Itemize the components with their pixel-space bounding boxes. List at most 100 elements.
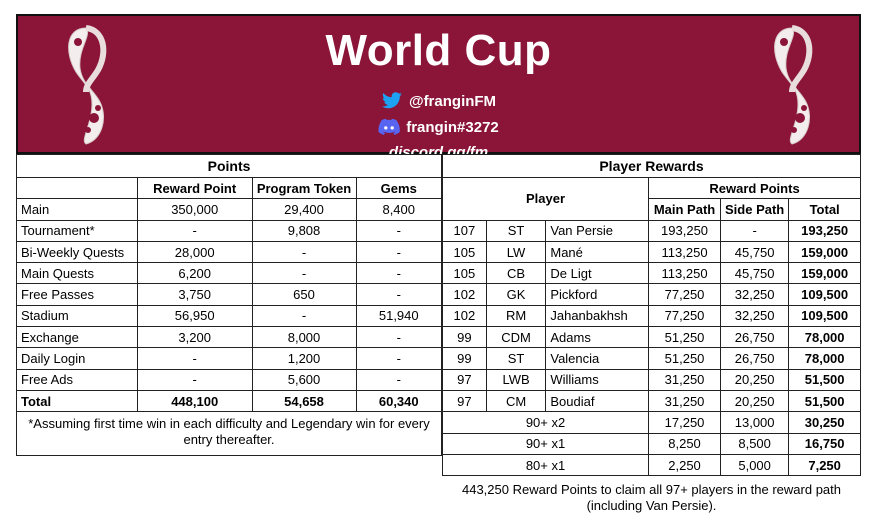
points-row-reward-point: 3,750 [136, 283, 253, 306]
rewards-header-reward-points: Reward Points [648, 176, 861, 200]
player-total: 51,500 [788, 389, 861, 413]
player-position: RM [485, 304, 547, 328]
player-row: 99 CDM Adams 51,250 26,750 78,000 [442, 326, 861, 349]
points-row: Exchange 3,200 8,000- [16, 326, 442, 349]
rewards-header-main-path: Main Path [648, 198, 722, 221]
player-main-path: 113,250 [648, 262, 722, 285]
tournament-footnote: *Assuming first time win in each difficu… [16, 411, 442, 457]
points-row-label: Main [16, 198, 138, 221]
points-row: Bi-Weekly Quests 28,000- - [16, 240, 442, 264]
points-table: Points Reward Point Program Token Gems M… [16, 154, 442, 457]
points-total-row: Total 448,100 54,658 60,340 [16, 389, 442, 413]
player-position: ST [485, 219, 547, 242]
header-banner: World Cup @franginFM frangin#3272 discor… [16, 14, 861, 161]
discord-handle-text: frangin#3272 [406, 118, 499, 136]
player-total: 78,000 [788, 347, 861, 370]
points-row-program-token: 29,400 [251, 198, 357, 221]
player-position: LW [485, 240, 547, 264]
pack-main-path: 17,250 [648, 411, 722, 434]
pack-label: 80+ x1 [441, 453, 650, 477]
player-position: LWB [485, 368, 547, 391]
player-main-path: 77,250 [648, 304, 722, 328]
points-row-program-token: 1,200 [251, 347, 357, 370]
player-rating: 97 [442, 368, 487, 391]
points-row-label: Tournament* [16, 219, 138, 242]
points-row-label: Exchange [16, 326, 138, 349]
player-rating: 97 [442, 389, 487, 413]
player-rating: 99 [442, 326, 487, 349]
world-cup-emblem-icon [68, 25, 107, 145]
player-rating: 107 [442, 219, 487, 242]
points-row: Main Quests 6,200- - [16, 262, 442, 285]
player-rating: 105 [442, 240, 487, 264]
points-row-program-token: 5,600 [251, 368, 357, 391]
player-rewards-table: Player Rewards Player Reward Points Main… [441, 154, 861, 477]
pack-side-path: 5,000 [720, 453, 790, 477]
points-row-gems: 8,400 [355, 198, 442, 221]
player-rating: 99 [442, 347, 487, 370]
points-row-reward-point: 28,000 [136, 240, 253, 264]
pack-row: 90+ x2 17,250 13,000 30,250 [441, 411, 861, 434]
player-total: 193,250 [788, 219, 861, 242]
twitter-handle-text: @franginFM [408, 92, 497, 110]
points-total-label: Total [16, 389, 138, 413]
player-total: 109,500 [788, 283, 861, 306]
player-name: Van Persie [545, 219, 650, 242]
player-row: 105 LW Mané 113,250 45,750 159,000 [442, 240, 861, 264]
points-row: Free Passes 3,750 650- [16, 283, 442, 306]
player-total: 159,000 [788, 262, 861, 285]
player-main-path: 193,250 [648, 219, 722, 242]
points-row-gems: - [355, 219, 442, 242]
points-row-gems: - [355, 262, 442, 285]
player-main-path: 77,250 [648, 283, 722, 306]
player-row: 107 ST Van Persie 193,250-193,250 [442, 219, 861, 242]
points-row-program-token: - [251, 262, 357, 285]
points-row: Main 350,000 29,400 8,400 [16, 198, 442, 221]
pack-label: 90+ x2 [441, 411, 650, 434]
points-table-title: Points [16, 154, 442, 178]
player-rating: 102 [442, 283, 487, 306]
player-side-path: 20,250 [720, 368, 790, 391]
points-header-gems: Gems [355, 176, 442, 200]
player-position: CB [485, 262, 547, 285]
discord-logo-icon [378, 118, 401, 135]
player-position: ST [485, 347, 547, 370]
pack-main-path: 2,250 [648, 453, 722, 477]
player-side-path: 26,750 [720, 326, 790, 349]
pack-main-path: 8,250 [648, 432, 722, 455]
player-main-path: 31,250 [648, 368, 722, 391]
player-main-path: 113,250 [648, 240, 722, 264]
player-side-path: 45,750 [720, 262, 790, 285]
player-side-path: 32,250 [720, 304, 790, 328]
points-row-reward-point: 3,200 [136, 326, 253, 349]
rewards-header-side-path: Side Path [720, 198, 790, 221]
player-row: 97 CM Boudiaf 31,250 20,250 51,500 [442, 389, 861, 413]
twitter-bird-icon [382, 92, 402, 109]
player-main-path: 51,250 [648, 347, 722, 370]
points-total-gems: 60,340 [355, 389, 442, 413]
player-side-path: 32,250 [720, 283, 790, 306]
points-row: Daily Login -1,200- [16, 347, 442, 370]
player-side-path: - [720, 219, 790, 242]
player-position: GK [485, 283, 547, 306]
page-title: World Cup [325, 26, 552, 75]
pack-label: 90+ x1 [441, 432, 650, 455]
player-row: 102 GK Pickford 77,250 32,250 109,500 [442, 283, 861, 306]
twitter-handle: @franginFM [18, 92, 859, 110]
points-row-gems: - [355, 240, 442, 264]
world-cup-emblem-icon [774, 25, 813, 145]
points-header-program-token: Program Token [251, 176, 357, 200]
rewards-table-title: Player Rewards [442, 154, 861, 178]
pack-row: 80+ x1 2,250 5,000 7,250 [441, 453, 861, 477]
pack-total: 30,250 [788, 411, 861, 434]
points-row-gems: - [355, 368, 442, 391]
points-row-gems: - [355, 283, 442, 306]
rewards-header-player: Player [441, 177, 650, 221]
pack-total: 16,750 [788, 432, 861, 455]
player-total: 159,000 [788, 240, 861, 264]
discord-handle: frangin#3272 [18, 118, 859, 136]
points-row-label: Free Ads [16, 368, 138, 391]
player-name: Pickford [545, 283, 650, 306]
points-row-reward-point: 56,950 [136, 304, 253, 328]
player-name: Mané [545, 240, 650, 264]
